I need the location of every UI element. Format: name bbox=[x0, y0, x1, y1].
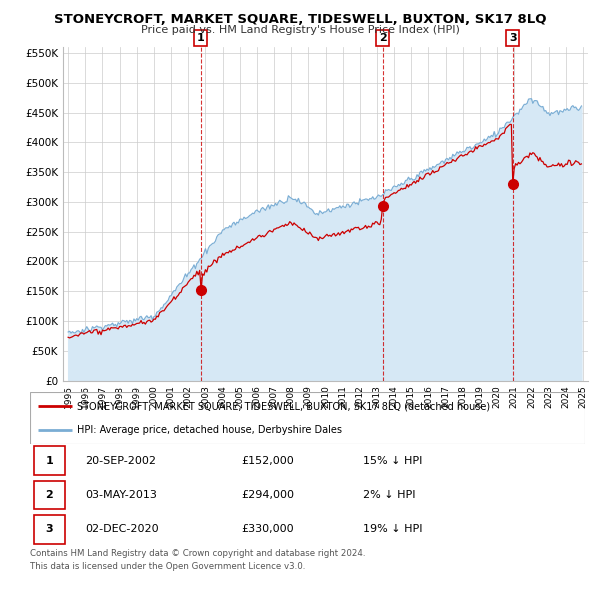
Text: 2: 2 bbox=[379, 33, 386, 43]
Text: Price paid vs. HM Land Registry's House Price Index (HPI): Price paid vs. HM Land Registry's House … bbox=[140, 25, 460, 35]
Text: 3: 3 bbox=[46, 525, 53, 534]
Text: 1: 1 bbox=[197, 33, 205, 43]
Text: STONEYCROFT, MARKET SQUARE, TIDESWELL, BUXTON, SK17 8LQ (detached house): STONEYCROFT, MARKET SQUARE, TIDESWELL, B… bbox=[77, 401, 490, 411]
Text: HPI: Average price, detached house, Derbyshire Dales: HPI: Average price, detached house, Derb… bbox=[77, 425, 342, 435]
Text: £294,000: £294,000 bbox=[241, 490, 294, 500]
Text: 2: 2 bbox=[46, 490, 53, 500]
Bar bbox=[34, 447, 65, 475]
Text: 03-MAY-2013: 03-MAY-2013 bbox=[86, 490, 157, 500]
Text: 20-SEP-2002: 20-SEP-2002 bbox=[86, 456, 157, 466]
Text: 02-DEC-2020: 02-DEC-2020 bbox=[86, 525, 159, 534]
Text: Contains HM Land Registry data © Crown copyright and database right 2024.: Contains HM Land Registry data © Crown c… bbox=[30, 549, 365, 558]
Text: 1: 1 bbox=[46, 456, 53, 466]
Bar bbox=[34, 515, 65, 543]
Text: £152,000: £152,000 bbox=[241, 456, 293, 466]
Text: 15% ↓ HPI: 15% ↓ HPI bbox=[363, 456, 422, 466]
Text: 19% ↓ HPI: 19% ↓ HPI bbox=[363, 525, 422, 534]
Text: This data is licensed under the Open Government Licence v3.0.: This data is licensed under the Open Gov… bbox=[30, 562, 305, 571]
Text: £330,000: £330,000 bbox=[241, 525, 293, 534]
Text: 3: 3 bbox=[509, 33, 517, 43]
Bar bbox=[34, 481, 65, 509]
Text: STONEYCROFT, MARKET SQUARE, TIDESWELL, BUXTON, SK17 8LQ: STONEYCROFT, MARKET SQUARE, TIDESWELL, B… bbox=[54, 13, 546, 26]
Text: 2% ↓ HPI: 2% ↓ HPI bbox=[363, 490, 415, 500]
